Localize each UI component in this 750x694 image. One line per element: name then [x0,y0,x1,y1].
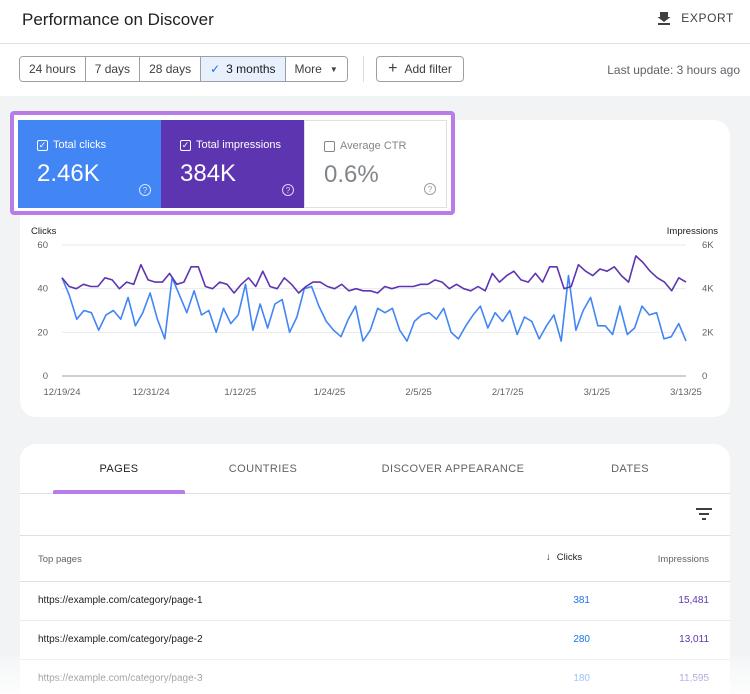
add-filter-button[interactable]: + Add filter [376,56,464,82]
y-tick-label-left: 0 [43,371,48,382]
x-tick-label: 3/1/25 [584,387,610,398]
tab-pages[interactable]: PAGES [99,463,139,475]
checkbox-checked-icon[interactable]: ✓ [37,139,48,151]
tab-dates[interactable]: DATES [611,463,649,475]
download-icon [657,12,671,25]
filter-icon[interactable] [696,507,712,521]
table-row[interactable]: https://example.com/category/page-1 381 … [20,582,730,621]
x-tick-label: 12/19/24 [44,387,81,398]
metric-value: 2.46K [37,160,100,187]
y-axis-label-right: Impressions [667,226,718,237]
y-tick-label-right: 6K [702,240,714,251]
date-range-selector: 24 hours 7 days 28 days ✓ 3 months More ▼ [19,56,348,82]
metric-average-ctr[interactable]: Average CTR 0.6% ? [304,120,447,208]
filter-bar: 24 hours 7 days 28 days ✓ 3 months More ▼ … [0,44,750,96]
add-filter-label: Add filter [404,62,452,76]
range-label: 7 days [94,62,131,76]
plus-icon: + [388,60,398,77]
x-tick-label: 12/31/24 [133,387,170,398]
results-table-card: PAGES COUNTRIES DISCOVER APPEARANCE DATE… [20,444,730,694]
metric-label: Total impressions [196,139,281,151]
y-tick-label-right: 0 [702,371,707,382]
x-tick-label: 2/5/25 [405,387,431,398]
performance-line-chart[interactable]: 0 0 20 2K 40 4K 60 6K Clicks Impressions 12/19/24 1… [20,222,730,404]
export-label: EXPORT [681,11,734,25]
divider [363,56,364,82]
impressions-value: 13,011 [679,634,709,645]
export-button[interactable]: EXPORT [657,11,734,25]
y-tick-label-left: 60 [37,240,48,251]
clicks-value: 381 [573,595,590,606]
metric-label: Average CTR [340,140,407,152]
y-tick-label-right: 4K [702,284,714,295]
metric-label: Total clicks [53,139,107,151]
metric-total-impressions[interactable]: ✓ Total impressions 384K ? [161,120,304,208]
column-header-clicks[interactable]: ↓ Clicks [546,552,582,563]
page-url[interactable]: https://example.com/category/page-1 [38,595,203,606]
impressions-value: 15,481 [678,595,709,606]
range-3-months[interactable]: ✓ 3 months [201,57,286,81]
column-header-page: Top pages [38,554,82,565]
page-url[interactable]: https://example.com/category/page-3 [38,673,203,684]
column-label: Clicks [556,552,583,563]
table-header: Top pages ↓ Clicks Impressions [20,536,730,582]
metric-label-row: ✓ Total clicks [37,139,106,151]
x-tick-label: 3/13/25 [670,387,702,398]
x-tick-label: 1/24/25 [314,387,346,398]
checkbox-checked-icon[interactable]: ✓ [180,139,191,151]
help-icon[interactable]: ? [424,183,436,195]
page-title: Performance on Discover [22,10,214,29]
series-line-impressions [61,255,687,294]
table-row[interactable]: https://example.com/category/page-2 280 … [20,621,730,660]
range-24-hours[interactable]: 24 hours [20,57,86,81]
column-header-impressions[interactable]: Impressions [657,554,709,565]
range-label: More [294,62,322,76]
metric-label-row: Average CTR [324,140,406,152]
checkbox-unchecked-icon[interactable] [324,140,335,152]
check-icon: ✓ [210,62,221,76]
range-label: 28 days [149,62,192,76]
range-7-days[interactable]: 7 days [85,57,141,81]
x-tick-label: 1/12/25 [224,387,256,398]
sort-arrow-down-icon: ↓ [546,552,551,563]
metric-total-clicks[interactable]: ✓ Total clicks 2.46K ? [18,120,161,208]
top-bar: Performance on Discover EXPORT [0,0,750,44]
metric-value: 384K [180,160,237,187]
clicks-value: 280 [573,634,590,645]
tab-countries[interactable]: COUNTRIES [228,463,298,475]
clicks-value: 180 [573,673,590,684]
active-tab-indicator [53,490,185,494]
last-update-text: Last update: 3 hours ago [607,63,740,77]
metric-label-row: ✓ Total impressions [180,139,281,151]
y-axis-label-left: Clicks [31,226,57,237]
table-filter-row [20,494,730,536]
x-tick-label: 2/17/25 [492,387,524,398]
range-label: 24 hours [29,62,76,76]
metric-value: 0.6% [324,161,379,188]
page-url[interactable]: https://example.com/category/page-2 [38,634,203,645]
tab-bar: PAGES COUNTRIES DISCOVER APPEARANCE DATE… [20,444,730,494]
y-tick-label-left: 20 [37,327,48,338]
table-row[interactable]: https://example.com/category/page-3 180 … [20,660,730,694]
tab-discover-appearance[interactable]: DISCOVER APPEARANCE [381,463,525,475]
y-tick-label-left: 40 [37,284,48,295]
series-line-clicks [61,274,687,342]
help-icon[interactable]: ? [282,184,294,196]
range-28-days[interactable]: 28 days [140,57,202,81]
range-label: 3 months [226,62,276,76]
y-tick-label-right: 2K [702,327,714,338]
impressions-value: 11,595 [679,673,709,684]
range-more-dropdown[interactable]: More ▼ [285,57,347,81]
caret-down-icon: ▼ [329,64,338,74]
help-icon[interactable]: ? [139,184,151,196]
